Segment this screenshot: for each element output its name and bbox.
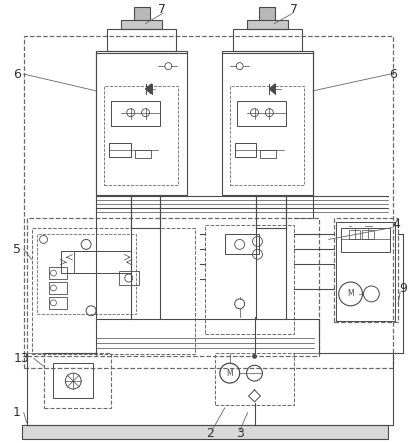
- Bar: [334, 218, 398, 322]
- Bar: [205, 225, 294, 334]
- Bar: [111, 101, 160, 125]
- Bar: [24, 36, 393, 368]
- Text: 13: 13: [14, 352, 29, 365]
- Bar: [37, 234, 136, 314]
- Polygon shape: [270, 84, 275, 94]
- Circle shape: [252, 354, 256, 358]
- Bar: [96, 51, 187, 195]
- Bar: [135, 150, 151, 158]
- Bar: [259, 7, 275, 20]
- Bar: [235, 144, 256, 157]
- Polygon shape: [146, 84, 151, 94]
- Bar: [43, 354, 111, 408]
- Text: 2: 2: [206, 427, 214, 440]
- Bar: [362, 229, 374, 239]
- Bar: [27, 218, 319, 356]
- Text: 4: 4: [392, 218, 400, 231]
- Bar: [225, 234, 259, 254]
- Bar: [119, 271, 139, 285]
- Bar: [104, 86, 178, 185]
- Bar: [74, 251, 96, 273]
- Bar: [237, 101, 286, 125]
- Bar: [341, 228, 390, 253]
- Text: 6: 6: [389, 67, 397, 81]
- Bar: [31, 228, 195, 354]
- Bar: [54, 363, 93, 398]
- Bar: [247, 19, 288, 30]
- Bar: [107, 30, 176, 51]
- Text: 7: 7: [290, 3, 298, 16]
- Text: 3: 3: [236, 427, 244, 440]
- Text: 6: 6: [13, 67, 21, 81]
- Bar: [336, 222, 395, 321]
- Text: M: M: [227, 369, 233, 377]
- Bar: [49, 282, 67, 294]
- Bar: [134, 7, 150, 20]
- Bar: [49, 297, 67, 309]
- Bar: [121, 19, 162, 30]
- Text: 1: 1: [13, 406, 21, 419]
- Bar: [61, 251, 131, 273]
- Bar: [222, 51, 313, 195]
- Bar: [215, 354, 294, 405]
- Text: 9: 9: [399, 283, 407, 295]
- Text: 5: 5: [13, 243, 21, 256]
- Bar: [233, 30, 302, 51]
- Bar: [109, 144, 131, 157]
- Text: 7: 7: [158, 3, 166, 16]
- Bar: [22, 425, 388, 439]
- Bar: [261, 150, 276, 158]
- Bar: [230, 86, 304, 185]
- Bar: [348, 229, 360, 239]
- Bar: [49, 267, 67, 279]
- Text: M: M: [347, 289, 354, 299]
